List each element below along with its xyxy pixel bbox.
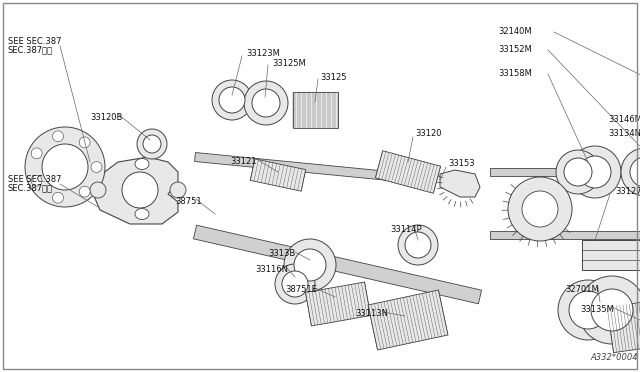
Text: 33116N: 33116N	[255, 266, 288, 275]
Circle shape	[275, 264, 315, 304]
Circle shape	[558, 280, 618, 340]
Circle shape	[219, 87, 245, 113]
Circle shape	[42, 144, 88, 190]
Polygon shape	[490, 168, 610, 176]
Circle shape	[252, 89, 280, 117]
Circle shape	[170, 182, 186, 198]
Text: 33120: 33120	[415, 129, 442, 138]
Circle shape	[398, 225, 438, 265]
Polygon shape	[368, 290, 448, 350]
Circle shape	[630, 157, 640, 187]
Text: 32701M: 32701M	[565, 285, 599, 295]
Text: 33135M: 33135M	[580, 305, 614, 314]
Polygon shape	[440, 170, 480, 197]
Text: 33134N: 33134N	[608, 129, 640, 138]
Circle shape	[621, 148, 640, 196]
Circle shape	[25, 127, 105, 207]
Circle shape	[122, 172, 158, 208]
Circle shape	[569, 291, 607, 329]
Text: 32140M: 32140M	[498, 28, 532, 36]
Circle shape	[522, 191, 558, 227]
Text: 33152M: 33152M	[498, 45, 532, 55]
Circle shape	[579, 156, 611, 188]
Text: SEC.387参照: SEC.387参照	[8, 183, 53, 192]
Text: 33125: 33125	[320, 73, 346, 81]
Text: 38751E: 38751E	[285, 285, 317, 295]
Text: SEE SEC.387: SEE SEC.387	[8, 38, 61, 46]
Polygon shape	[292, 92, 337, 128]
Circle shape	[79, 137, 90, 148]
Circle shape	[143, 135, 161, 153]
FancyBboxPatch shape	[582, 240, 640, 270]
Circle shape	[52, 131, 63, 142]
Circle shape	[137, 129, 167, 159]
Circle shape	[284, 239, 336, 291]
Circle shape	[244, 81, 288, 125]
Circle shape	[282, 271, 308, 297]
Text: 33114P: 33114P	[390, 224, 422, 234]
Polygon shape	[607, 297, 640, 353]
Circle shape	[556, 150, 600, 194]
Text: 33146M: 33146M	[608, 115, 640, 125]
Text: 33158M: 33158M	[498, 70, 532, 78]
Text: 38751: 38751	[175, 198, 202, 206]
Text: A332*0004: A332*0004	[590, 353, 637, 362]
Polygon shape	[93, 157, 178, 224]
Circle shape	[212, 80, 252, 120]
Text: SEE SEC.387: SEE SEC.387	[8, 176, 61, 185]
Ellipse shape	[135, 208, 149, 219]
Circle shape	[508, 177, 572, 241]
Circle shape	[91, 161, 102, 173]
Polygon shape	[376, 151, 440, 193]
Polygon shape	[610, 168, 640, 176]
Text: SEC.387参照: SEC.387参照	[8, 45, 53, 55]
Ellipse shape	[135, 158, 149, 170]
Circle shape	[591, 289, 633, 331]
Circle shape	[294, 249, 326, 281]
Text: 33120B: 33120B	[90, 112, 122, 122]
Circle shape	[564, 158, 592, 186]
Circle shape	[90, 182, 106, 198]
Text: 33125M: 33125M	[272, 60, 306, 68]
Circle shape	[578, 276, 640, 344]
Polygon shape	[193, 225, 481, 304]
Text: 3313B: 3313B	[268, 250, 295, 259]
Circle shape	[79, 186, 90, 197]
Text: 33113N: 33113N	[355, 310, 388, 318]
Circle shape	[52, 192, 63, 203]
Circle shape	[31, 148, 42, 159]
Text: 33127: 33127	[615, 187, 640, 196]
Polygon shape	[305, 282, 371, 326]
Circle shape	[569, 146, 621, 198]
Polygon shape	[195, 153, 431, 185]
Text: 33153: 33153	[448, 160, 475, 169]
Circle shape	[405, 232, 431, 258]
Polygon shape	[490, 231, 640, 239]
Polygon shape	[250, 159, 306, 191]
Circle shape	[31, 175, 42, 186]
Text: 33121: 33121	[230, 157, 257, 167]
Text: 33123M: 33123M	[246, 49, 280, 58]
